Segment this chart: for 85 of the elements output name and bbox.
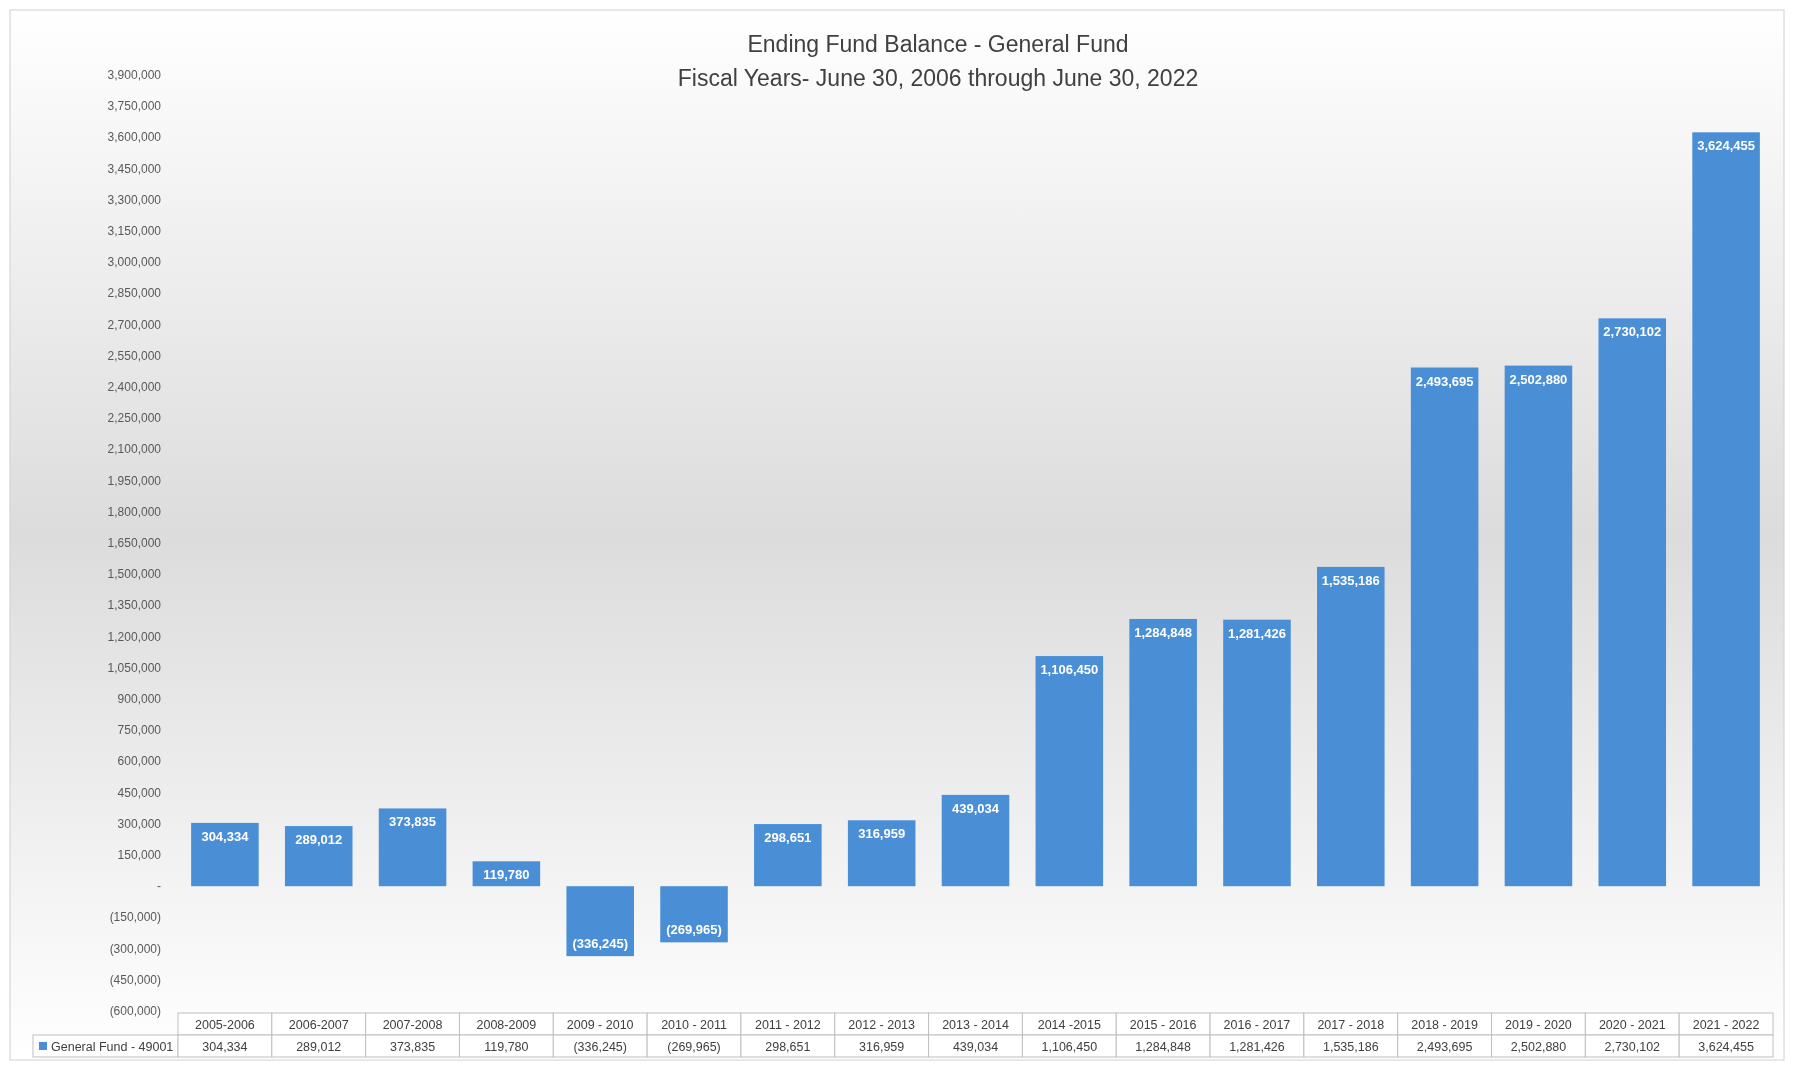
y-tick-label: 1,200,000 (107, 629, 162, 644)
text: 316,959 (858, 826, 906, 842)
data-label: (269,965) (667, 1040, 721, 1054)
text: 2,502,880 (1509, 371, 1568, 387)
y-tick-label: 2,850,000 (107, 286, 162, 301)
y-tick-label: 3,900,000 (107, 68, 162, 82)
x-tick-label: 2005-2006 (195, 1018, 255, 1032)
y-tick-label: (600,000) (109, 1004, 161, 1018)
data-label: 298,651 (765, 1040, 811, 1054)
y-tick-label: 3,300,000 (107, 192, 162, 207)
x-tick-label: 2021 - 2022 (1692, 1018, 1760, 1032)
text: 2,730,102 (1603, 324, 1662, 340)
data-label: 439,034 (952, 1040, 999, 1054)
text: 373,835 (389, 814, 437, 830)
y-tick-label: 450,000 (117, 785, 162, 800)
y-tick-label: 600,000 (117, 754, 162, 769)
y-tick-label: 3,600,000 (107, 130, 162, 145)
x-tick-label: 2014 -2015 (1037, 1018, 1101, 1032)
x-tick-label: 2017 - 2018 (1317, 1018, 1385, 1032)
y-tick-label: 1,800,000 (107, 504, 162, 519)
y-tick-label: 1,500,000 (107, 567, 162, 582)
text: 1,535,186 (1321, 572, 1380, 588)
x-tick-label: 2020 - 2021 (1598, 1018, 1666, 1032)
y-tick-label: 150,000 (117, 848, 162, 862)
y-tick-label: 900,000 (117, 692, 162, 706)
y-tick-label: 300,000 (117, 816, 162, 831)
x-tick-label: 2019 - 2020 (1505, 1018, 1572, 1032)
text: 119,780 (483, 867, 530, 883)
x-tick-label: 2006-2007 (288, 1018, 349, 1032)
text: 439,034 (952, 800, 999, 816)
y-tick-label: 1,350,000 (107, 598, 162, 613)
chart-title: Ending Fund Balance - General Fund (747, 31, 1129, 57)
y-tick-label: 3,750,000 (107, 99, 162, 114)
y-tick-label: 3,150,000 (107, 224, 162, 238)
x-tick-label: 2009 - 2010 (566, 1018, 634, 1032)
y-tick-label: 750,000 (117, 723, 162, 738)
x-tick-label: 2010 - 2011 (661, 1018, 727, 1032)
text: 289,012 (295, 832, 343, 848)
y-tick-label: (450,000) (109, 972, 161, 987)
y-tick-label: 2,700,000 (107, 317, 162, 332)
text: 2,493,695 (1415, 373, 1474, 389)
x-tick-label: 2011 - 2012 (754, 1018, 821, 1032)
data-label: 2,493,695 (1416, 1040, 1473, 1054)
x-tick-label: 2015 - 2016 (1129, 1018, 1197, 1032)
x-tick-label: 2007-2008 (382, 1018, 443, 1032)
text: 304,334 (201, 828, 249, 844)
y-tick-label: (150,000) (109, 910, 161, 925)
y-tick-label: 2,100,000 (107, 442, 162, 457)
data-label: 2,730,102 (1604, 1040, 1661, 1054)
text: 298,651 (764, 830, 812, 846)
chart-subtitle: Fiscal Years- June 30, 2006 through June 30, 2022 (677, 65, 1199, 91)
y-tick-label: 2,400,000 (107, 380, 162, 394)
y-tick-label: 3,450,000 (107, 161, 162, 176)
y-tick-label: (300,000) (109, 941, 161, 956)
x-tick-label: 2012 - 2013 (848, 1018, 916, 1032)
data-label: 1,284,848 (1135, 1040, 1191, 1054)
data-label: 3,624,455 (1698, 1040, 1754, 1054)
data-label: (336,245) (573, 1040, 627, 1054)
data-label: 119,780 (484, 1040, 529, 1054)
text: 1,106,450 (1040, 662, 1099, 678)
y-tick-label: 2,550,000 (107, 348, 162, 363)
data-label: 304,334 (202, 1040, 248, 1054)
y-tick-label: 3,000,000 (107, 255, 162, 270)
text: 3,624,455 (1697, 138, 1756, 154)
text: (269,965) (666, 922, 722, 938)
text: 1,281,426 (1228, 625, 1286, 641)
data-label: 289,012 (296, 1040, 342, 1054)
legend-label: General Fund - 49001 (51, 1040, 174, 1054)
data-label: 1,281,426 (1229, 1040, 1285, 1054)
text: 1,284,848 (1134, 624, 1193, 640)
y-tick-label: 1,050,000 (107, 660, 162, 675)
y-tick-label: 1,950,000 (107, 473, 162, 488)
y-tick-label: - (157, 879, 161, 894)
x-tick-label: 2008-2009 (476, 1018, 537, 1032)
data-label: 1,106,450 (1041, 1040, 1098, 1054)
x-tick-label: 2016 - 2017 (1223, 1018, 1291, 1032)
x-tick-label: 2013 - 2014 (942, 1018, 1009, 1032)
data-label: 1,535,186 (1322, 1040, 1379, 1054)
data-label: 373,835 (389, 1040, 436, 1054)
text: (336,245) (572, 936, 629, 952)
y-tick-label: 2,250,000 (107, 411, 162, 426)
data-label: 316,959 (859, 1040, 905, 1054)
data-label: 2,502,880 (1510, 1040, 1567, 1054)
x-tick-label: 2018 - 2019 (1411, 1018, 1479, 1032)
y-tick-label: 1,650,000 (107, 536, 162, 550)
